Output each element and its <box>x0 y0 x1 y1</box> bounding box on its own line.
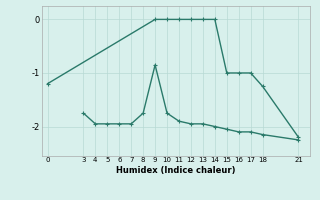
X-axis label: Humidex (Indice chaleur): Humidex (Indice chaleur) <box>116 166 236 175</box>
